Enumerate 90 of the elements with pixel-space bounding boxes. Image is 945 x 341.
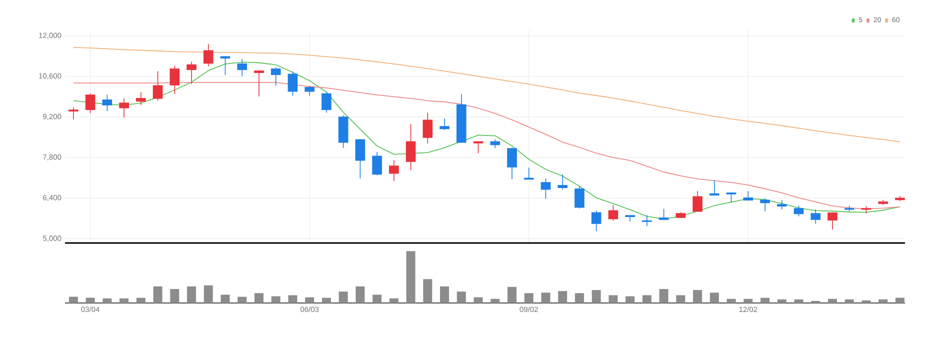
candlestick [186,61,196,84]
bar [592,290,601,303]
bar [120,298,129,303]
bar [356,286,365,303]
bar [456,292,466,303]
candlestick [574,186,584,209]
bar [541,292,550,303]
bar [220,294,230,303]
bar [760,298,770,303]
candlestick [692,190,702,212]
bar [642,295,652,303]
bar [558,291,568,303]
bar [406,251,416,303]
candlestick [524,167,534,180]
bar [136,298,146,303]
bar [204,285,213,303]
candlestick [119,98,129,118]
bar [710,292,719,303]
bar [878,299,888,303]
candlestick [810,208,821,224]
candlestick [473,141,484,154]
bar [153,286,162,303]
candlestick [710,180,720,196]
candlestick [422,112,433,144]
bar [828,298,837,303]
candlestick [642,214,652,227]
candlestick [625,215,635,222]
candlestick [743,190,754,201]
bar [423,279,432,303]
candlestick [558,174,568,190]
bar [389,298,398,303]
candlestick [540,178,551,200]
candlestick [68,106,78,120]
bar [322,298,331,303]
candlestick [355,138,366,179]
bar [524,293,534,303]
bar [676,295,686,303]
candlestick [760,198,770,212]
bar [338,292,348,303]
bar [608,295,618,303]
bar [895,298,904,303]
bar [474,297,483,303]
bar [626,296,635,303]
candlestick [406,123,416,171]
candlestick [776,200,787,210]
bar [288,295,298,303]
bar [238,296,247,303]
bar [187,286,196,303]
bar [372,294,382,303]
candlestick [203,44,214,67]
bar [507,286,516,303]
bar [68,296,78,303]
candlestick [591,210,602,232]
candlestick [794,205,804,217]
candlestick [507,147,517,180]
bar [490,298,500,303]
bar [777,299,786,303]
bar [102,298,112,303]
candlestick [608,204,618,222]
candlestick [102,94,112,112]
candlestick [304,86,314,96]
bar [271,296,280,303]
bar [305,297,314,303]
candlestick [440,118,450,130]
candlestick [372,152,382,176]
bar [86,298,95,303]
candlestick [322,92,332,113]
bar [254,293,264,303]
candlestick [136,92,146,106]
candlestick [726,192,736,204]
bar [170,288,180,303]
candlestick [389,160,399,182]
candlestick [288,71,298,96]
bar [693,290,702,303]
bar [744,298,753,303]
candlestick [85,93,96,114]
candlestick [254,70,264,97]
candlestick [828,212,838,230]
bar [659,288,668,303]
candlestick [152,70,163,102]
bar [862,300,871,303]
bar [574,293,584,303]
candlestick [237,58,248,77]
bar [844,299,854,303]
bar [726,298,736,303]
bar [440,286,450,303]
candlestick [220,56,230,76]
candlestick [270,66,281,86]
bar [794,299,804,303]
candlestick [170,65,180,94]
